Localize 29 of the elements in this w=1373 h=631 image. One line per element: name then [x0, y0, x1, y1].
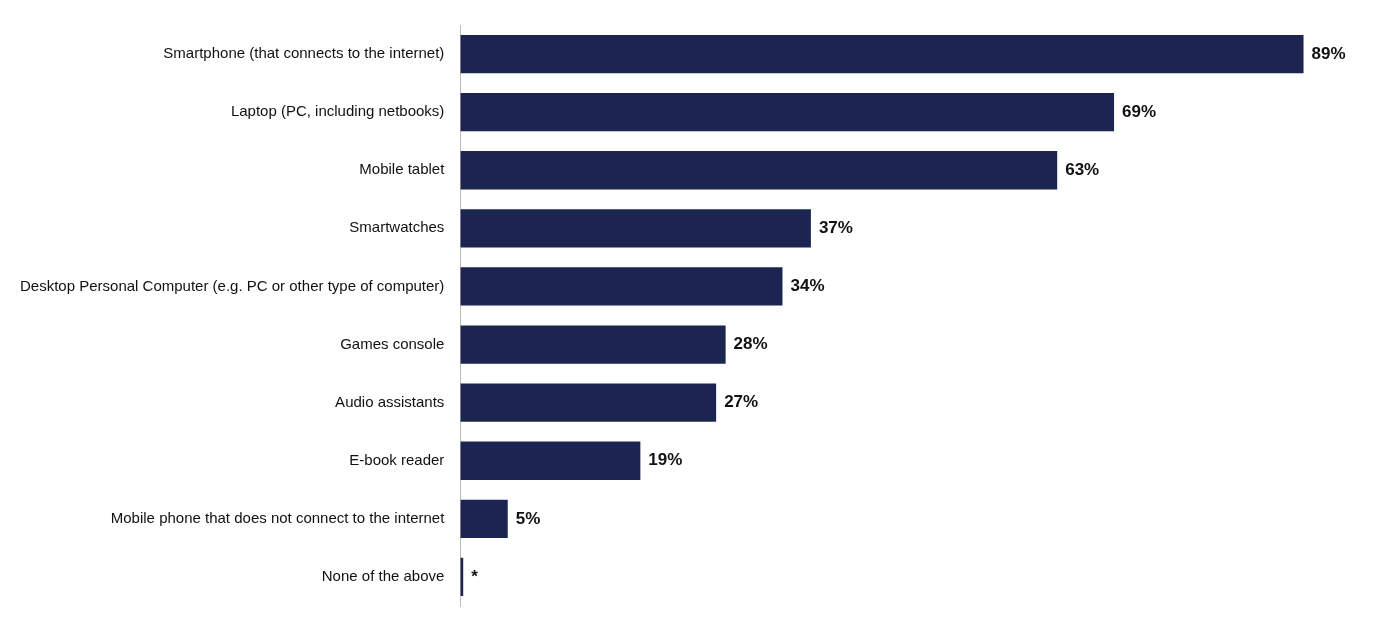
y-tick-label: Desktop Personal Computer (e.g. PC or other type of computer) — [20, 276, 445, 294]
data-label: 69% — [1122, 101, 1157, 121]
y-tick-label: Smartphone (that connects to the internet) — [163, 44, 445, 62]
data-label: 63% — [1065, 159, 1100, 179]
y-tick-label: Mobile phone that does not connect to the internet — [110, 508, 446, 526]
data-label: 5% — [515, 508, 541, 528]
data-label: 37% — [818, 218, 853, 238]
y-tick-label: Audio assistants — [335, 392, 445, 410]
data-label: 34% — [790, 276, 825, 296]
bar — [460, 34, 1304, 74]
y-tick-label: Games console — [340, 334, 445, 352]
bar — [460, 325, 726, 364]
bar — [460, 383, 717, 422]
bar — [460, 441, 641, 480]
data-label: 28% — [733, 334, 768, 354]
y-tick-label: None of the above — [321, 567, 445, 585]
data-label: 19% — [648, 450, 683, 470]
y-tick-label: Smartwatches — [349, 218, 445, 236]
y-tick-label: Mobile tablet — [359, 160, 446, 178]
data-label: 89% — [1311, 43, 1346, 63]
data-label: 27% — [724, 392, 759, 412]
data-label: * — [471, 566, 479, 586]
bar — [460, 92, 1115, 132]
bar — [460, 267, 783, 306]
y-tick-label: Laptop (PC, including netbooks) — [230, 102, 445, 120]
bar — [460, 151, 1058, 190]
y-tick-label: E-book reader — [349, 450, 445, 468]
bar — [460, 209, 811, 248]
bar — [460, 499, 508, 539]
